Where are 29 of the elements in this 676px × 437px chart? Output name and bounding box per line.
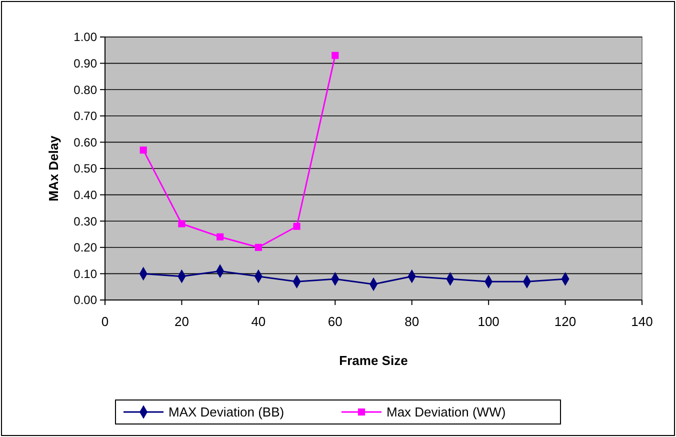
point — [178, 220, 186, 228]
point — [254, 244, 262, 251]
y-axis-title: MAx Delay — [46, 134, 61, 202]
y-tick-label: 0.30 — [74, 214, 98, 228]
x-tick-label: 0 — [101, 314, 109, 329]
x-tick-label: 40 — [251, 314, 266, 329]
x-tick-label: 80 — [404, 314, 420, 329]
x-tick-label: 20 — [174, 314, 189, 329]
point — [216, 233, 224, 240]
x-tick-label: 100 — [478, 314, 500, 329]
y-tick-label: 0.20 — [74, 240, 98, 255]
y-tick-label: 0.70 — [74, 109, 98, 124]
y-tick-label: 0.40 — [74, 188, 98, 202]
point — [293, 222, 300, 230]
y-tick-label: 1.00 — [74, 30, 98, 44]
x-tick-label: 120 — [554, 314, 576, 329]
y-tick-label: 0.50 — [74, 162, 98, 176]
y-tick-label: 0.00 — [74, 293, 98, 308]
x-tick-label: 60 — [328, 314, 342, 329]
y-tick-label: 0.60 — [74, 135, 98, 150]
y-tick-label: 0.10 — [74, 266, 98, 281]
x-tick-label: 140 — [631, 314, 653, 329]
y-tick-label: 0.80 — [74, 82, 98, 97]
point — [140, 146, 147, 154]
legend-label: Max Deviation (WW) — [386, 404, 506, 420]
point — [332, 52, 339, 59]
x-axis-title: Frame Size — [339, 353, 408, 368]
legend-label: MAX Deviation (BB) — [168, 404, 284, 420]
y-tick-label: 0.90 — [74, 56, 98, 70]
